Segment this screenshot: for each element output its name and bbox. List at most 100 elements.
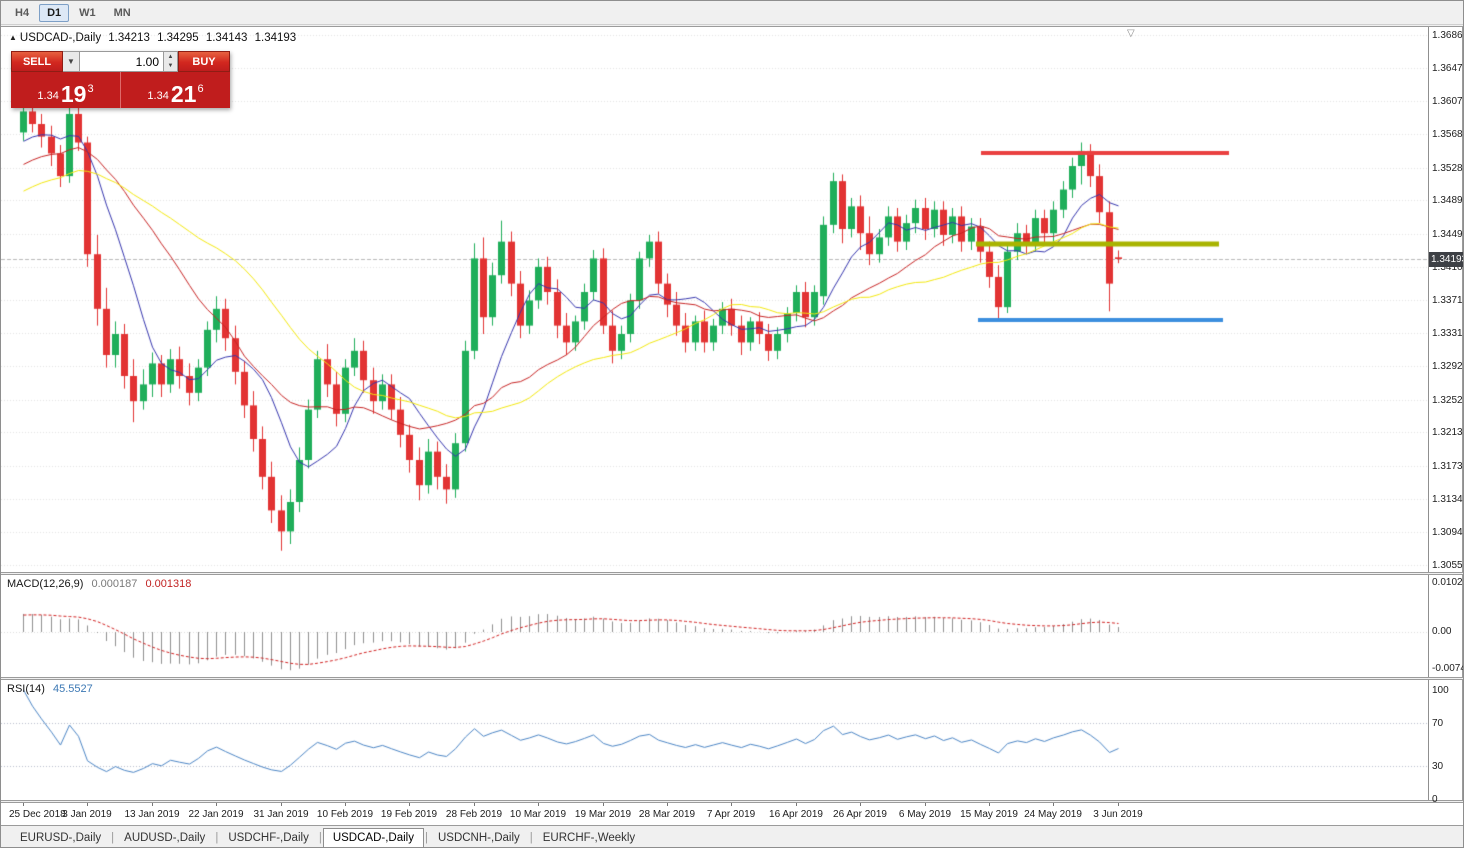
buy-price-display[interactable]: 1.34 21 6 <box>121 72 230 108</box>
time-axis-label: 16 Apr 2019 <box>769 809 823 820</box>
tab-separator: | <box>215 831 219 844</box>
buy-price-point: 6 <box>197 83 204 95</box>
timeframe-toolbar: H4 D1 W1 MN <box>1 1 1463 25</box>
volume-dropdown-button[interactable]: ▼ <box>63 51 80 72</box>
time-axis-tick <box>345 803 346 806</box>
price-scale-label: 1.34890 <box>1432 195 1463 207</box>
rsi-canvas[interactable] <box>1 680 1428 800</box>
stepper-down-icon[interactable]: ▼ <box>164 61 177 71</box>
price-scale-label: 1.34490 <box>1432 229 1463 241</box>
buy-button[interactable]: BUY <box>178 51 230 72</box>
time-axis-label: 3 Jun 2019 <box>1093 809 1143 820</box>
price-scale-label: 1.35280 <box>1432 162 1463 174</box>
main-chart-canvas[interactable] <box>1 27 1428 572</box>
price-scale-label: 1.32520 <box>1432 394 1463 406</box>
rsi-scale-label: 30 <box>1432 761 1444 773</box>
macd-scale-label: -0.00747 <box>1432 663 1463 674</box>
time-axis-label: 28 Mar 2019 <box>638 809 696 820</box>
chart-title: USDCAD-,Daily <box>19 32 102 44</box>
time-axis-tick <box>538 803 539 806</box>
sell-price-main: 1.34 <box>37 90 59 102</box>
price-scale-label: 1.36070 <box>1432 96 1463 108</box>
time-axis-tick <box>216 803 217 806</box>
rsi-indicator-panel: RSI(14) 45.5527 100 70 30 0 <box>1 679 1463 805</box>
time-axis-label: 26 Apr 2019 <box>833 809 887 820</box>
sell-price-display[interactable]: 1.34 19 3 <box>11 72 121 108</box>
chart-ohlc-header: ▲ USDCAD-,Daily 1.34213 1.34295 1.34143 1… <box>9 32 300 44</box>
time-axis-tick <box>474 803 475 806</box>
main-chart-panel: ▽ ▲ USDCAD-,Daily 1.34213 1.34295 1.34143… <box>1 26 1463 573</box>
stepper-up-icon[interactable]: ▲ <box>164 52 177 62</box>
price-scale-label: 1.31340 <box>1432 493 1463 505</box>
rsi-value: 45.5527 <box>52 683 93 695</box>
time-axis-tick <box>731 803 732 806</box>
time-axis-tick <box>281 803 282 806</box>
buy-price-main: 1.34 <box>147 90 169 102</box>
chevron-down-icon: ▼ <box>67 57 75 66</box>
chart-tab-eurchf-weekly[interactable]: EURCHF-,Weekly <box>542 831 636 844</box>
time-axis-label: 19 Feb 2019 <box>380 809 438 820</box>
macd-canvas[interactable] <box>1 575 1428 677</box>
sell-price-point: 3 <box>87 83 94 95</box>
macd-name: MACD(12,26,9) <box>7 578 84 590</box>
symbol-marker-icon: ▲ <box>9 33 17 42</box>
time-axis-label: 10 Feb 2019 <box>316 809 374 820</box>
macd-scale-label: 0.00 <box>1432 626 1452 637</box>
one-click-trade-panel: SELL ▼ 1.00 ▲ ▼ BUY 1.34 19 3 1.34 21 6 <box>11 51 230 108</box>
timeframe-button-d1[interactable]: D1 <box>39 3 70 22</box>
time-axis-tick <box>1053 803 1054 806</box>
rsi-label: RSI(14) 45.5527 <box>7 683 98 695</box>
macd-scale-divider <box>1428 575 1429 677</box>
price-scale-label: 1.33710 <box>1432 294 1463 306</box>
chart-tab-bar: EURUSD-,Daily | AUDUSD-,Daily | USDCHF-,Dail… <box>1 825 1463 847</box>
tab-separator: | <box>111 831 115 844</box>
time-axis-tick <box>23 803 24 806</box>
timeframe-button-mn[interactable]: MN <box>113 6 131 19</box>
time-axis-tick <box>796 803 797 806</box>
tab-separator: | <box>318 831 322 844</box>
chart-tab-usdcad-daily[interactable]: USDCAD-,Daily <box>322 827 424 847</box>
macd-signal-value: 0.001318 <box>145 578 192 590</box>
price-scale-label: 1.36470 <box>1432 62 1463 74</box>
time-axis-label: 24 May 2019 <box>1024 809 1082 820</box>
volume-stepper[interactable]: ▲ ▼ <box>164 51 178 72</box>
price-scale-label: 1.35680 <box>1432 129 1463 141</box>
timeframe-button-w1[interactable]: W1 <box>79 6 96 19</box>
chart-tab-usdcnh-daily[interactable]: USDCNH-,Daily <box>437 831 520 844</box>
macd-label: MACD(12,26,9) 0.000187 0.001318 <box>7 578 196 590</box>
time-axis-tick <box>989 803 990 806</box>
time-axis-label: 13 Jan 2019 <box>124 809 180 820</box>
time-axis-tick <box>409 803 410 806</box>
time-axis-tick <box>667 803 668 806</box>
tab-separator: | <box>424 831 428 844</box>
rsi-scale-label: 70 <box>1432 717 1444 729</box>
time-axis-label: 31 Jan 2019 <box>253 809 309 820</box>
chart-tab-audusd-daily[interactable]: AUDUSD-,Daily <box>124 831 206 844</box>
macd-scale-label: 0.01022 <box>1432 577 1463 588</box>
rsi-scale-label: 100 <box>1432 685 1449 696</box>
time-axis-tick <box>1118 803 1119 806</box>
time-axis-tick <box>925 803 926 806</box>
time-axis[interactable]: 25 Dec 2018 3 Jan 2019 13 Jan 2019 22 Jan 2… <box>1 802 1463 825</box>
time-axis-tick <box>603 803 604 806</box>
time-axis-label: 28 Feb 2019 <box>445 809 503 820</box>
current-price-badge: 1.34193 <box>1429 252 1464 267</box>
volume-input[interactable]: 1.00 <box>80 51 164 72</box>
time-axis-tick <box>860 803 861 806</box>
tab-separator: | <box>529 831 533 844</box>
price-scale-divider <box>1428 27 1429 572</box>
time-axis-label: 19 Mar 2019 <box>574 809 632 820</box>
chart-shift-marker-icon[interactable]: ▽ <box>1127 28 1135 39</box>
sell-button[interactable]: SELL <box>11 51 63 72</box>
rsi-name: RSI(14) <box>7 683 45 695</box>
price-scale-label: 1.32920 <box>1432 360 1463 372</box>
buy-price-pips: 21 <box>170 81 197 107</box>
timeframe-button-h4[interactable]: H4 <box>15 6 30 19</box>
chart-tab-eurusd-daily[interactable]: EURUSD-,Daily <box>20 831 102 844</box>
ohlc-close: 1.34193 <box>254 32 297 44</box>
price-scale-label: 1.34100 <box>1432 261 1463 273</box>
chart-tab-usdchf-daily[interactable]: USDCHF-,Daily <box>228 831 309 844</box>
macd-indicator-panel: MACD(12,26,9) 0.000187 0.001318 0.01022 0… <box>1 574 1463 678</box>
ohlc-high: 1.34295 <box>157 32 199 44</box>
